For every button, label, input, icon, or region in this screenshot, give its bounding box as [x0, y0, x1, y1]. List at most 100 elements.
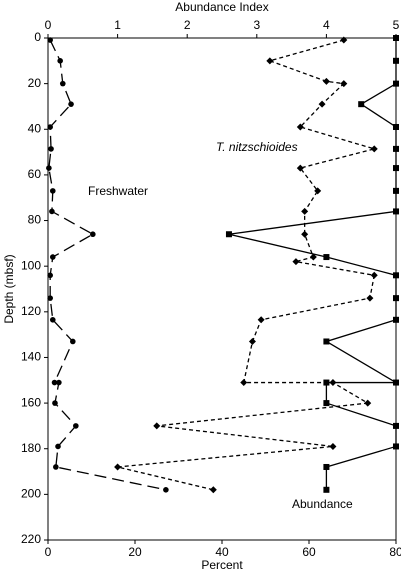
point [364, 399, 372, 407]
point [51, 379, 58, 386]
point [393, 422, 399, 429]
point [114, 463, 122, 471]
x-tick-label: 40 [215, 545, 229, 559]
point [393, 208, 399, 215]
point [68, 101, 74, 107]
point [163, 487, 169, 493]
point [47, 124, 53, 130]
point [393, 316, 399, 323]
x-tick-label: 60 [302, 545, 316, 559]
x2-tick-label: 2 [184, 18, 191, 32]
y-tick-label: 140 [21, 350, 41, 364]
point [318, 100, 326, 108]
y-tick-label: 160 [21, 395, 41, 409]
series-line [228, 38, 399, 490]
point [393, 272, 399, 279]
point [56, 379, 62, 386]
point [393, 295, 399, 302]
y-tick-label: 120 [21, 304, 41, 318]
x2-tick-label: 0 [45, 18, 52, 32]
point [323, 400, 330, 407]
point [393, 145, 399, 152]
point [248, 337, 256, 345]
x2-tick-label: 5 [393, 18, 400, 32]
point [257, 316, 265, 324]
x2-tick-label: 4 [323, 18, 330, 32]
series-label: Freshwater [88, 184, 148, 198]
point [340, 80, 348, 88]
x-tick-label: 20 [128, 545, 142, 559]
point [358, 101, 365, 108]
point [52, 400, 58, 406]
series-line [117, 39, 377, 491]
point [240, 379, 248, 387]
point [370, 145, 378, 153]
x-tick-label: 0 [45, 545, 52, 559]
series-label: T. nitzschioides [216, 140, 298, 154]
point [46, 165, 52, 171]
y-tick-label: 80 [28, 213, 42, 227]
point [322, 77, 330, 85]
point [393, 35, 399, 41]
y-axis-label: Depth (mbsf) [2, 254, 16, 323]
point [323, 254, 330, 261]
point [393, 443, 399, 450]
x-tick-label: 80 [389, 545, 401, 559]
point [90, 231, 96, 238]
point [323, 463, 330, 470]
point [301, 230, 309, 238]
y-tick-label: 40 [28, 121, 42, 135]
point [393, 379, 399, 386]
point [59, 80, 66, 87]
y-tick-label: 20 [28, 76, 42, 90]
point [309, 253, 317, 261]
point [47, 295, 53, 301]
x2-axis-label: Abundance Index [175, 0, 268, 14]
point [393, 123, 399, 130]
y-tick-label: 180 [21, 441, 41, 455]
point [393, 165, 399, 172]
y-tick-label: 0 [34, 30, 41, 44]
point [314, 187, 322, 195]
y-tick-label: 100 [21, 258, 41, 272]
point [49, 254, 56, 260]
point [393, 80, 399, 87]
point [296, 123, 304, 131]
x-axis-label: Percent [201, 558, 243, 570]
point [340, 36, 348, 44]
point [57, 58, 63, 64]
y-tick-label: 60 [28, 167, 42, 181]
point [366, 294, 374, 302]
point [370, 271, 378, 279]
y-tick-label: 200 [21, 487, 41, 501]
point [47, 272, 53, 279]
y-tick-label: 220 [21, 532, 41, 546]
point [49, 208, 55, 215]
point [329, 442, 337, 450]
series-label: Abundance [292, 497, 353, 511]
x2-tick-label: 1 [114, 18, 121, 32]
plot-frame [47, 37, 397, 541]
point [296, 164, 304, 172]
point [53, 464, 59, 470]
point [69, 338, 76, 345]
point [48, 146, 54, 152]
point [55, 443, 61, 450]
point [393, 57, 399, 64]
point [73, 423, 79, 429]
point [323, 486, 330, 493]
point [323, 338, 330, 345]
point [47, 37, 53, 43]
point [393, 187, 399, 194]
series-line [48, 39, 167, 491]
x2-tick-label: 3 [253, 18, 260, 32]
point [49, 188, 56, 194]
point [292, 258, 300, 266]
point [266, 57, 274, 65]
point [323, 379, 330, 386]
point [153, 422, 161, 430]
point [49, 317, 56, 323]
point [225, 231, 232, 238]
point [301, 207, 309, 215]
